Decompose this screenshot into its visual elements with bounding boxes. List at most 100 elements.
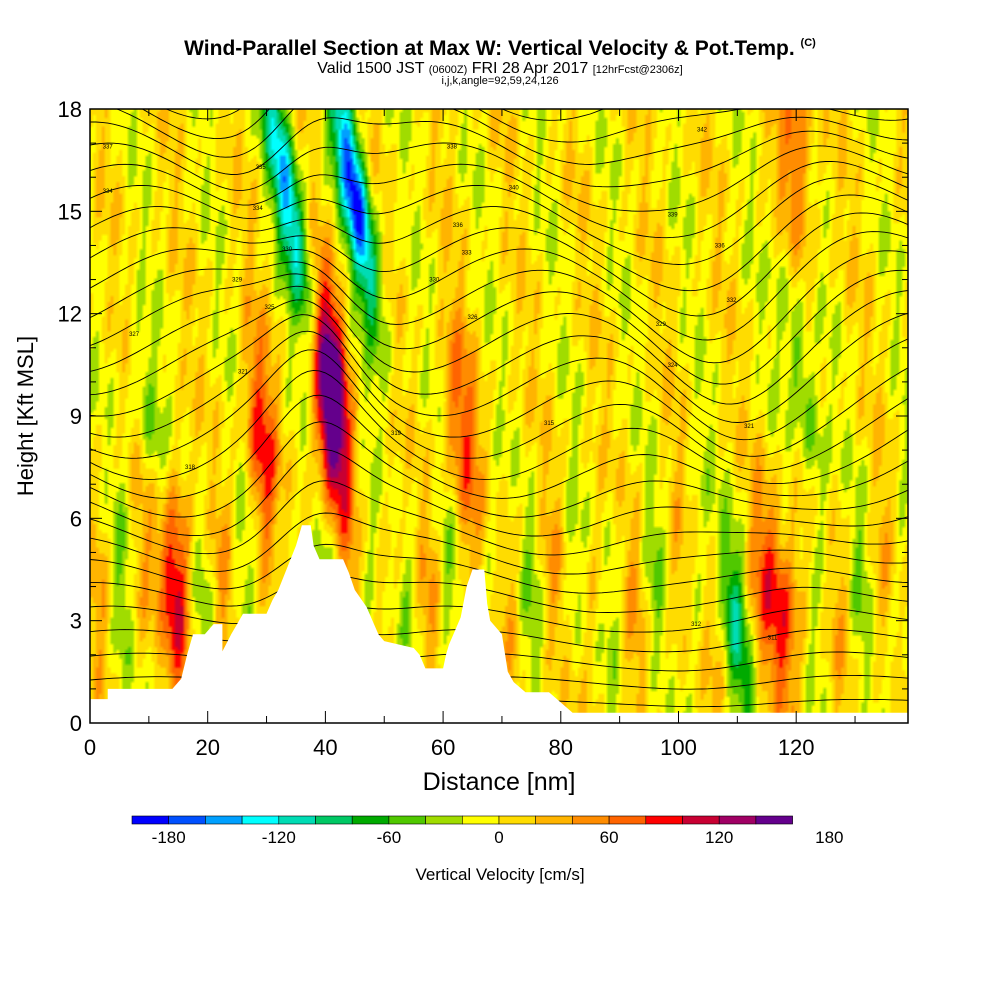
theta-contour bbox=[90, 512, 908, 575]
colorbar-swatch bbox=[131, 815, 170, 825]
contour-label: 315 bbox=[544, 421, 555, 427]
colorbar-tick-label: -180 bbox=[152, 828, 186, 847]
y-tick-label: 3 bbox=[70, 609, 82, 634]
y-tick-label: 6 bbox=[70, 506, 82, 531]
colorbar-swatch bbox=[278, 815, 316, 825]
colorbar-label: Vertical Velocity [cm/s] bbox=[415, 865, 584, 884]
contour-label: 325 bbox=[264, 305, 275, 311]
contour-label: 335 bbox=[256, 165, 267, 171]
colorbar-ticks: -180 -120 -60 0 60 120 180 bbox=[152, 828, 844, 847]
colorbar-tick-label: 60 bbox=[600, 828, 619, 847]
x-tick-label: 40 bbox=[313, 735, 337, 760]
contour-label: 311 bbox=[768, 636, 778, 642]
theta-contour bbox=[90, 627, 908, 653]
y-tick-label: 0 bbox=[70, 711, 82, 736]
x-tick-label: 20 bbox=[195, 735, 219, 760]
contour-label: 327 bbox=[129, 332, 140, 338]
colorbar-swatch bbox=[315, 815, 353, 825]
theta-contour bbox=[90, 194, 908, 292]
y-axis: 0 3 6 9 12 15 18 bbox=[58, 97, 82, 736]
x-tick-label: 0 bbox=[84, 735, 96, 760]
contour-label: 318 bbox=[185, 465, 196, 471]
colorbar-swatch bbox=[645, 815, 683, 825]
subtitle-date: FRI 28 Apr 2017 bbox=[471, 60, 589, 77]
theta-contour bbox=[90, 117, 908, 188]
contour-label: 321 bbox=[238, 370, 249, 376]
y-axis-label: Height [Kft MSL] bbox=[13, 336, 38, 496]
contour-label: 326 bbox=[467, 315, 478, 321]
contour-label: 332 bbox=[726, 298, 737, 304]
contour-label: 324 bbox=[668, 363, 679, 369]
contour-label: 342 bbox=[697, 128, 708, 134]
x-tick-label: 120 bbox=[778, 735, 815, 760]
colorbar-swatch bbox=[682, 815, 720, 825]
theta-contour bbox=[90, 573, 908, 613]
colorbar-tick-label: 120 bbox=[705, 828, 733, 847]
theta-contour bbox=[90, 250, 908, 364]
theta-contour bbox=[90, 449, 908, 537]
theta-contour bbox=[90, 269, 908, 385]
contour-label: 330 bbox=[282, 247, 293, 253]
colorbar-swatch bbox=[388, 815, 426, 825]
theta-contour bbox=[165, 109, 605, 121]
subtitle-valid: Valid 1500 JST bbox=[317, 60, 425, 77]
colorbar-tick-label: 0 bbox=[494, 828, 503, 847]
y-tick-label: 15 bbox=[58, 199, 82, 224]
x-tick-label: 80 bbox=[549, 735, 573, 760]
chart-title: Wind-Parallel Section at Max W: Vertical… bbox=[0, 37, 1000, 60]
contour-label: 330 bbox=[429, 278, 440, 284]
colorbar-swatch bbox=[498, 815, 537, 825]
colorbar-swatch bbox=[425, 815, 463, 825]
colorbar bbox=[131, 815, 793, 825]
x-tick-label: 100 bbox=[660, 735, 697, 760]
theta-contour bbox=[90, 349, 908, 472]
colorbar-swatch bbox=[755, 815, 793, 825]
y-tick-label: 9 bbox=[70, 404, 82, 429]
contour-label: 336 bbox=[715, 243, 726, 249]
y-tick-label: 12 bbox=[58, 302, 82, 327]
contour-label: 321 bbox=[744, 424, 755, 430]
theta-contour bbox=[90, 142, 908, 212]
theta-contour bbox=[90, 212, 908, 317]
theta-contour bbox=[90, 421, 908, 518]
terrain-mask bbox=[90, 525, 908, 723]
contour-label: 333 bbox=[462, 250, 473, 256]
contour-label: 338 bbox=[447, 145, 458, 151]
colorbar-swatch bbox=[168, 815, 206, 825]
colorbar-swatch bbox=[718, 815, 757, 825]
theta-contour bbox=[90, 299, 908, 423]
x-axis: 0 20 40 60 80 100 120 bbox=[84, 735, 815, 760]
theta-contour bbox=[90, 543, 908, 594]
contour-label: 329 bbox=[232, 278, 243, 284]
colorbar-swatch bbox=[608, 815, 647, 825]
subtitle-forecast: [12hrFcst@2306z] bbox=[592, 64, 683, 76]
contour-label: 339 bbox=[668, 213, 679, 219]
theta-contour bbox=[90, 330, 908, 457]
x-axis-label: Distance [nm] bbox=[423, 768, 576, 796]
theta-contour bbox=[90, 231, 908, 341]
colorbar-tick-label: -60 bbox=[377, 828, 402, 847]
contour-label: 329 bbox=[656, 322, 667, 328]
colorbar-swatch bbox=[241, 815, 280, 825]
colorbar-swatch bbox=[461, 815, 500, 825]
chart-title-text: Wind-Parallel Section at Max W: Vertical… bbox=[184, 37, 795, 60]
theta-contour bbox=[115, 109, 908, 165]
colorbar-tick-label: 180 bbox=[815, 828, 843, 847]
colorbar-swatch bbox=[205, 815, 243, 825]
colorbar-swatch bbox=[351, 815, 390, 825]
contour-label: 340 bbox=[509, 186, 520, 192]
chart-title-mark: (C) bbox=[800, 37, 816, 49]
theta-contour bbox=[90, 314, 908, 441]
colorbar-swatch bbox=[572, 815, 610, 825]
theta-contour bbox=[90, 177, 908, 265]
colorbar-tick-label: -120 bbox=[262, 828, 296, 847]
axis-ticks bbox=[89, 108, 908, 724]
contour-label: 337 bbox=[103, 145, 114, 151]
x-tick-label: 60 bbox=[431, 735, 455, 760]
subtitle-zulu: (0600Z) bbox=[428, 64, 468, 76]
potential-temperature-contours bbox=[90, 109, 908, 708]
theta-contour bbox=[141, 109, 908, 143]
contour-label: 334 bbox=[103, 189, 114, 195]
theta-contour bbox=[90, 160, 908, 239]
